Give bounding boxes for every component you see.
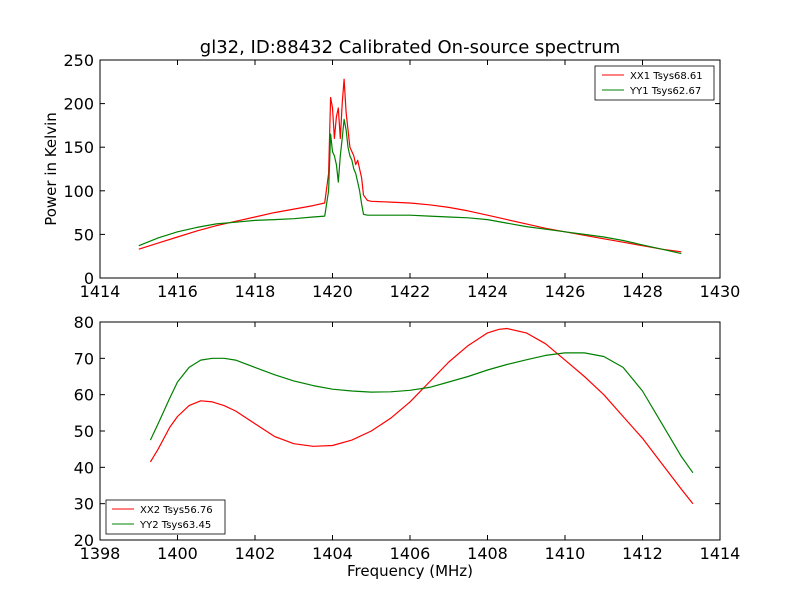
top-y-tick-label: 150 — [63, 138, 94, 157]
top-chart-ticks: 1414 1416 1418 1420 1422 1424 1426 1428 1430 0 50 1… — [63, 51, 740, 301]
top-series-line-yy — [138, 118, 682, 255]
bottom-x-tick-label: 1400 — [157, 544, 198, 563]
bottom-x-tick-label: 1414 — [700, 544, 741, 563]
bottom-y-tick-label: 40 — [74, 458, 94, 477]
top-chart-legend: XX1 Tsys68.61 YY1 Tsys62.67 — [594, 65, 715, 101]
bottom-x-tick-label: 1408 — [467, 544, 508, 563]
bottom-x-tick-label: 1406 — [390, 544, 431, 563]
bottom-x-tick-label: 1404 — [312, 544, 353, 563]
top-chart-series — [138, 78, 682, 255]
top-chart: gl32, ID:88432 Calibrated On-source spec… — [42, 37, 740, 301]
bottom-legend-label-xx2: XX2 Tsys56.76 — [140, 505, 213, 516]
bottom-series-line-xx — [149, 327, 694, 505]
bottom-series-line-yy — [149, 352, 694, 474]
top-x-tick-label: 1422 — [390, 282, 431, 301]
top-x-tick-label: 1418 — [235, 282, 276, 301]
bottom-chart-frame — [99, 321, 721, 541]
top-x-tick-label: 1428 — [622, 282, 663, 301]
top-y-tick-label: 200 — [63, 95, 94, 114]
top-series-line-xx — [138, 78, 682, 253]
top-chart-legend-box — [594, 65, 715, 101]
top-y-tick-label: 100 — [63, 182, 94, 201]
bottom-y-tick-label: 60 — [74, 386, 94, 405]
bottom-chart-x-axis-label: Frequency (MHz) — [347, 562, 473, 580]
top-x-tick-label: 1426 — [545, 282, 586, 301]
top-chart-frame — [99, 59, 721, 279]
bottom-y-tick-label: 20 — [74, 531, 94, 550]
bottom-y-tick-label: 50 — [74, 422, 94, 441]
top-legend-label-yy1: YY1 Tsys62.67 — [629, 86, 701, 97]
top-x-tick-label: 1420 — [312, 282, 353, 301]
top-legend-label-xx1: XX1 Tsys68.61 — [630, 71, 703, 82]
top-chart-y-axis-label: Power in Kelvin — [42, 112, 60, 226]
top-x-tick-label: 1416 — [157, 282, 198, 301]
top-y-tick-label: 250 — [63, 51, 94, 70]
top-chart-title: gl32, ID:88432 Calibrated On-source spec… — [200, 37, 620, 58]
top-x-tick-label: 1424 — [467, 282, 508, 301]
bottom-legend-label-yy2: YY2 Tsys63.45 — [139, 520, 211, 531]
bottom-x-tick-label: 1412 — [622, 544, 663, 563]
bottom-x-tick-label: 1398 — [80, 544, 121, 563]
bottom-x-tick-label: 1410 — [545, 544, 586, 563]
bottom-y-tick-label: 70 — [74, 349, 94, 368]
bottom-chart-legend-box — [105, 499, 226, 535]
bottom-chart-ticks: 1398 1400 1402 1404 1406 1408 1410 1412 1414 20 30… — [74, 313, 741, 563]
bottom-y-tick-label: 30 — [74, 495, 94, 514]
bottom-chart: Frequency (MHz) 1398 1400 1402 1404 1406 1408… — [74, 313, 741, 580]
top-y-tick-label: 50 — [74, 225, 94, 244]
bottom-y-tick-label: 80 — [74, 313, 94, 332]
top-x-tick-label: 1430 — [700, 282, 741, 301]
bottom-chart-series — [149, 327, 694, 505]
top-y-tick-label: 0 — [84, 269, 94, 288]
bottom-x-tick-label: 1402 — [235, 544, 276, 563]
top-x-tick-label: 1414 — [80, 282, 121, 301]
bottom-chart-legend: XX2 Tsys56.76 YY2 Tsys63.45 — [105, 499, 226, 535]
